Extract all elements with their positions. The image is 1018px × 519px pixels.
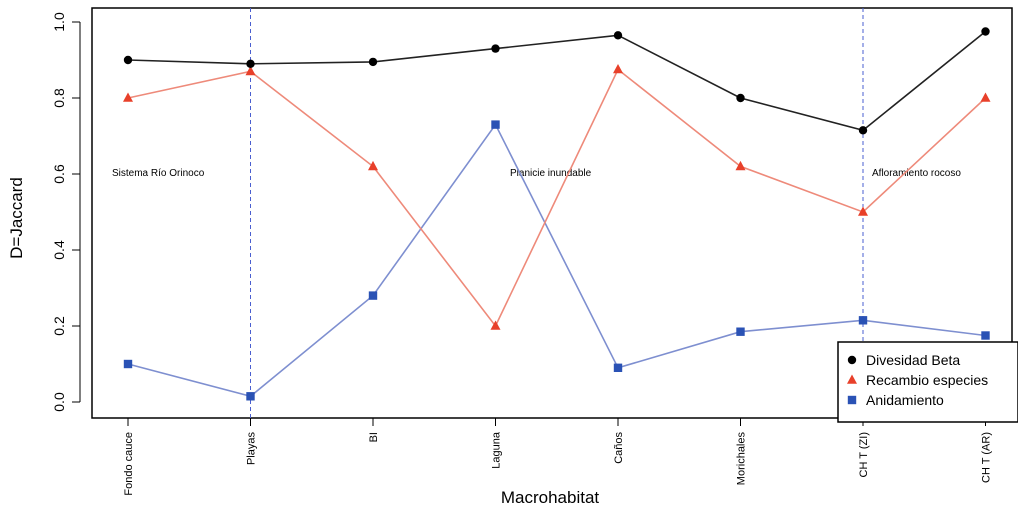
data-point (368, 57, 378, 67)
data-point (245, 65, 256, 76)
data-point (858, 206, 868, 216)
region-annotation: Sistema Río Orinoco (112, 168, 205, 179)
data-point (613, 31, 623, 40)
data-point (246, 392, 255, 401)
data-point (123, 92, 133, 102)
y-tick-label: 0.2 (51, 316, 67, 336)
x-tick-label: CH T (ZI) (858, 432, 870, 477)
data-point (123, 55, 133, 65)
legend-swatch (847, 395, 857, 405)
x-tick-label: BI (368, 432, 380, 442)
data-point (123, 359, 133, 369)
legend-swatch (847, 355, 857, 365)
region-divider-lines (250, 8, 864, 418)
x-axis-title: Macrohabitat (501, 488, 600, 507)
region-annotations: Sistema Río Orinoco Planicie inundable Afl… (112, 168, 961, 179)
series-line (127, 30, 987, 132)
x-tick-label: Playas (246, 432, 258, 466)
y-axis-title: D=Jaccard (7, 177, 26, 259)
region-annotation: Afloramiento rocoso (872, 168, 961, 179)
data-point (858, 126, 868, 135)
y-tick-label: 0.6 (51, 164, 67, 184)
data-point (981, 331, 990, 340)
y-tick-label: 0.8 (51, 88, 67, 108)
data-point (368, 291, 378, 300)
y-tick-label: 0.4 (51, 240, 67, 260)
data-point (613, 64, 623, 74)
legend-swatch (847, 374, 857, 384)
series-triangle (123, 64, 991, 330)
data-point (368, 160, 378, 171)
x-tick-label: Caños (613, 432, 625, 464)
series-circle (123, 27, 990, 135)
x-tick-label: CH T (AR) (981, 432, 993, 483)
data-point (981, 27, 990, 36)
x-tick-label: Fondo cauce (123, 432, 135, 496)
x-tick-label: Morichales (736, 432, 748, 486)
data-point (491, 120, 500, 129)
data-point (735, 160, 746, 171)
legend-box (837, 341, 1018, 423)
data-point (858, 316, 868, 325)
data-point (736, 93, 745, 103)
legend-label: Divesidad Beta (866, 352, 960, 368)
x-axis: Fondo cauce Playas BI Laguna Caños Morichales… (123, 417, 993, 496)
series-group (123, 27, 991, 401)
y-tick-label: 1.0 (51, 12, 67, 32)
series-square (123, 120, 990, 401)
legend: Divesidad Beta Recambio especies Anidamien… (837, 341, 1018, 423)
data-point (613, 363, 623, 372)
region-annotation: Planicie inundable (510, 168, 592, 179)
data-point (980, 92, 991, 102)
data-point (491, 44, 500, 53)
y-axis: 0.0 0.2 0.4 0.6 0.8 1.0 (51, 12, 81, 412)
series-line (127, 123, 986, 398)
y-tick-label: 0.0 (51, 392, 67, 412)
series-line (127, 68, 987, 328)
data-point (246, 59, 255, 68)
x-tick-label: Laguna (491, 431, 503, 469)
legend-label: Anidamiento (866, 392, 944, 408)
legend-label: Recambio especies (866, 372, 988, 388)
data-point (736, 327, 745, 336)
data-point (490, 320, 501, 330)
